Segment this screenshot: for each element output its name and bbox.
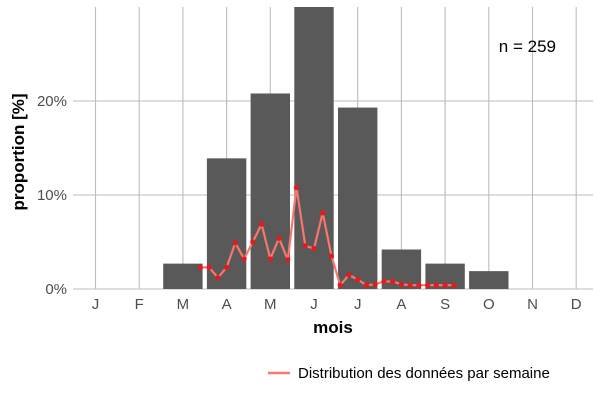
x-tick-label-8: S [440,296,450,313]
y-axis-ticks: 0% 10% 20% [37,93,67,298]
x-tick-label-1: F [135,296,144,313]
y-tick-label-1: 10% [37,187,67,204]
x-tick-label-2: M [177,296,190,313]
series-point-25 [416,282,422,288]
series-point-18 [355,277,361,283]
bars [163,7,509,289]
series-point-9 [276,235,282,241]
series-point-5 [241,256,247,262]
y-tick-label-0: 0% [45,281,67,298]
bar-5 [294,7,334,289]
series-point-8 [267,256,273,262]
series-point-17 [346,272,352,278]
series-point-7 [258,221,265,227]
y-axis-title: proportion [%] [9,93,28,210]
series-point-4 [232,240,238,246]
series-points [197,184,457,288]
series-point-24 [407,282,413,288]
x-tick-label-3: A [222,296,232,313]
legend: Distribution des données par semaine [268,365,550,382]
x-tick-label-5: J [310,296,318,313]
sample-size-annotation: n = 259 [499,37,556,56]
x-tick-label-11: D [571,296,582,313]
series-point-21 [381,278,387,285]
x-tick-label-7: A [396,296,406,313]
x-tick-label-10: N [527,296,538,313]
y-tick-label-2: 20% [37,93,67,110]
x-tick-label-6: J [354,296,362,313]
x-tick-label-0: J [92,296,100,313]
series-point-12 [302,243,308,249]
x-axis-title: mois [313,318,353,337]
series-point-3 [224,264,230,270]
series-point-14 [320,210,326,216]
bar-9 [469,271,509,289]
series-point-26 [425,282,431,288]
series-point-6 [250,239,256,245]
series-point-0 [197,264,203,270]
series-point-19 [363,282,370,288]
series-point-15 [328,253,335,259]
series-point-11 [293,184,300,191]
series-point-13 [311,245,317,252]
series-point-10 [285,257,291,263]
legend-label: Distribution des données par semaine [298,365,550,382]
series-point-2 [215,275,221,281]
series-point-27 [433,282,439,288]
series-point-1 [206,264,212,270]
series-point-22 [390,278,396,285]
series-point-16 [337,282,343,288]
bar-2 [163,263,203,289]
x-tick-label-9: O [483,296,495,313]
x-tick-label-4: M [264,296,277,313]
series-point-20 [372,281,378,287]
series-point-28 [442,282,448,288]
series-point-23 [398,281,404,287]
bar-6 [338,107,378,289]
series-point-29 [451,282,457,288]
